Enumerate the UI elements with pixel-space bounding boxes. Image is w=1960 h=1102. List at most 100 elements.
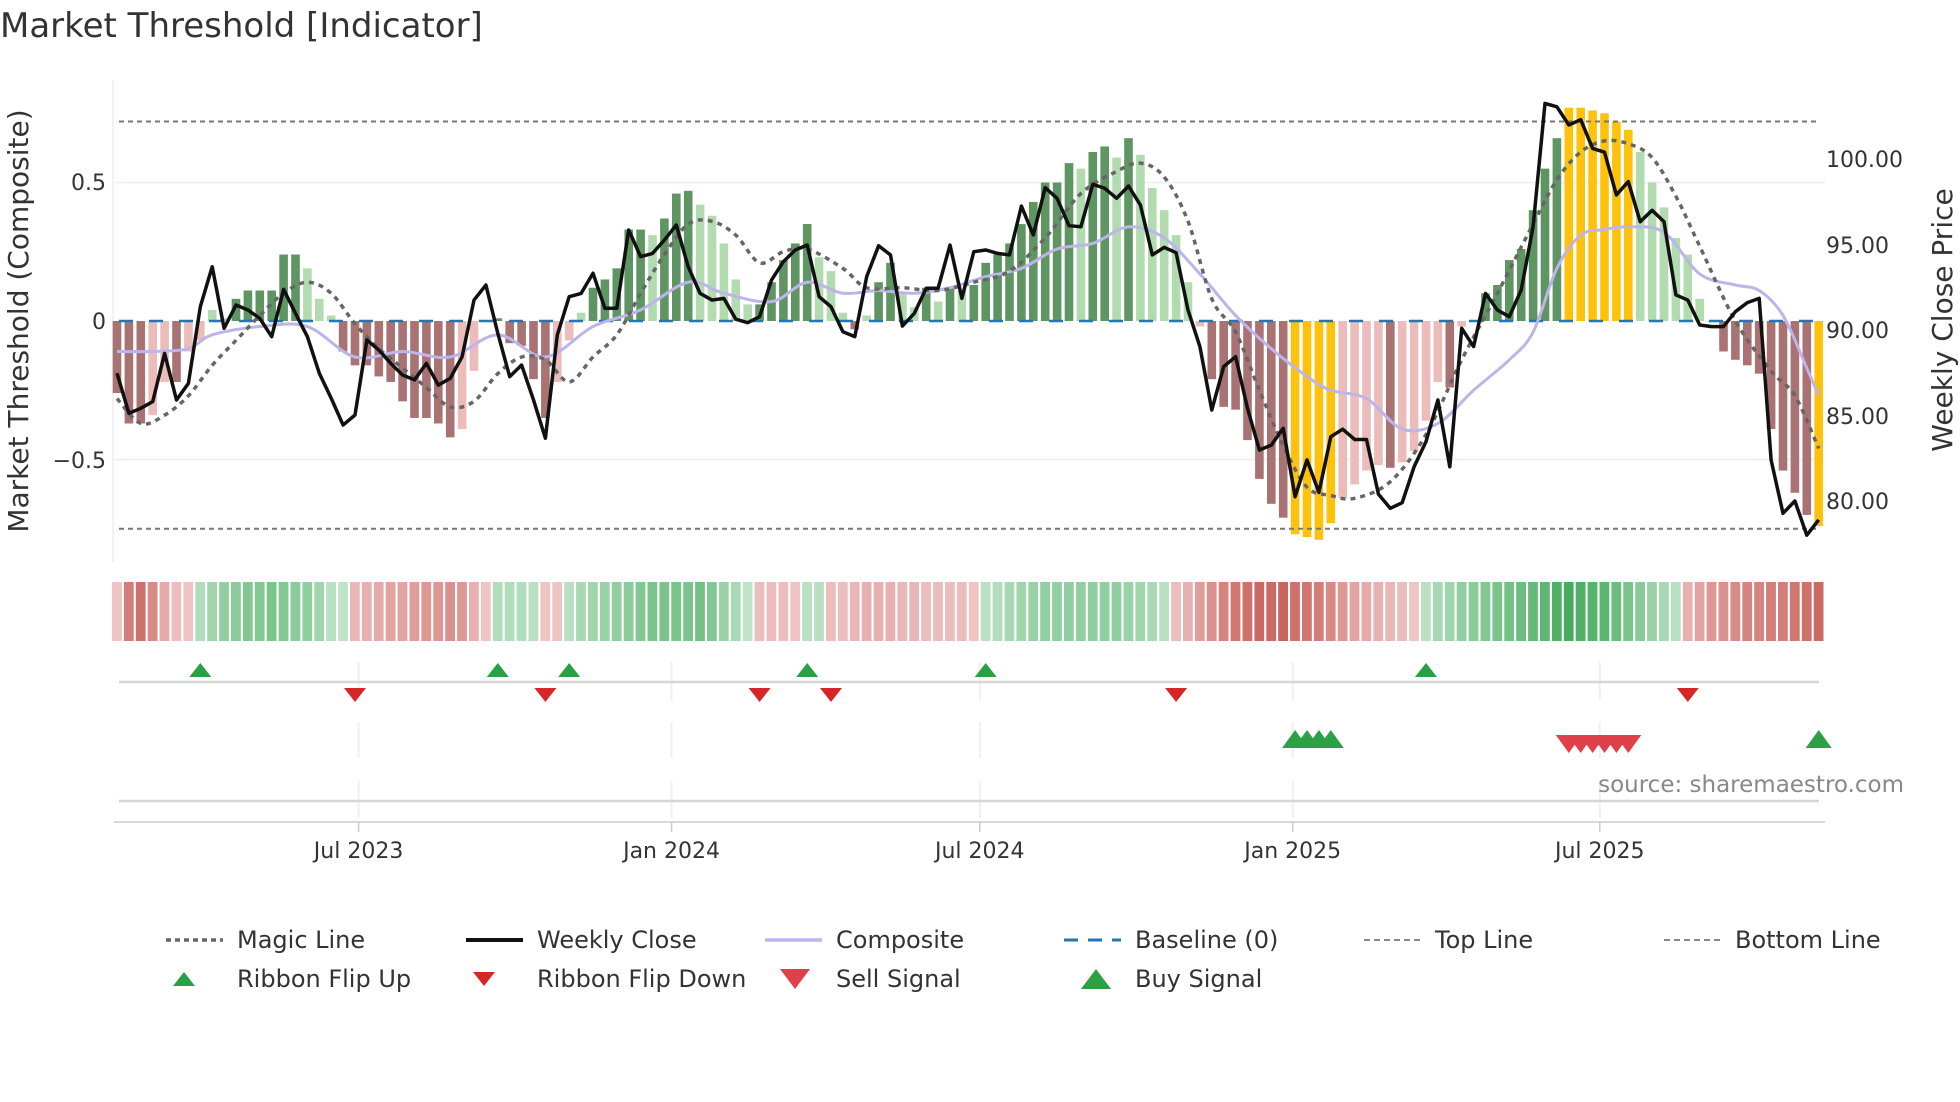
right-tick-label: 90.00: [1826, 319, 1889, 344]
composite-bar: [1255, 321, 1264, 479]
composite-bar: [1362, 321, 1371, 471]
x-tick-label: Jan 2024: [621, 839, 720, 864]
ribbon-cell: [1659, 582, 1669, 641]
triangle-up-icon: [1081, 969, 1111, 989]
ribbon-cell: [1135, 582, 1146, 641]
ribbon-cell: [1623, 582, 1634, 641]
ribbon-cell: [730, 582, 741, 641]
ribbon-cell: [1670, 582, 1681, 641]
ribbon-cell: [707, 582, 717, 641]
ribbon-cell: [1682, 582, 1693, 641]
ribbon-cell: [921, 582, 931, 641]
composite-bar: [1659, 207, 1669, 321]
composite-bar: [743, 304, 752, 321]
left-axis-label: Market Threshold (Composite): [2, 109, 35, 532]
composite-bar: [315, 298, 324, 321]
composite-bar: [1683, 254, 1693, 321]
ribbon-cell: [1551, 582, 1562, 641]
ribbon-cell: [1349, 582, 1360, 641]
ribbon-cell: [1087, 582, 1098, 641]
ribbon-cell: [112, 582, 122, 641]
legend-label: Weekly Close: [537, 926, 697, 954]
composite-bar: [1671, 237, 1681, 321]
composite-bar: [779, 260, 788, 321]
composite-bar: [1528, 210, 1538, 321]
composite-bar: [1159, 210, 1169, 321]
legend-item-ribbon-flip-down[interactable]: Ribbon Flip Down: [466, 963, 746, 995]
ribbon-cell: [1480, 582, 1491, 641]
ribbon-cell: [945, 582, 955, 641]
legend-item-ribbon-flip-up[interactable]: Ribbon Flip Up: [166, 963, 411, 995]
ribbon-cell: [635, 582, 646, 641]
ribbon-cell: [290, 582, 301, 641]
legend-item-sell-signal[interactable]: Sell Signal: [765, 963, 961, 995]
composite-bar: [1802, 321, 1812, 515]
legend-item-composite[interactable]: Composite: [765, 924, 964, 956]
buy-signal-marker: [1805, 730, 1832, 748]
reference-lines: [119, 120, 1819, 530]
ribbon-cell: [1206, 582, 1217, 641]
legend-item-top-line[interactable]: Top Line: [1364, 924, 1533, 956]
ribbon-cell: [123, 582, 134, 641]
composite-bar: [207, 309, 217, 321]
ribbon-cell: [1492, 582, 1503, 641]
legend-label: Baseline (0): [1135, 926, 1279, 954]
solid-line-icon: [466, 938, 523, 942]
composite-bar: [1005, 243, 1014, 321]
left-tick-label: 0.5: [71, 171, 106, 196]
ribbon-cell: [1599, 582, 1610, 641]
ribbon-cell: [254, 582, 265, 641]
composite-bar: [802, 224, 812, 321]
composite-bar: [124, 321, 134, 424]
ribbon-flip-down-marker: [1676, 688, 1699, 702]
ribbon-cell: [552, 582, 563, 641]
ribbon-flip-up-marker: [974, 663, 997, 677]
ribbon-cell: [457, 582, 467, 641]
composite-bar: [1267, 321, 1276, 504]
legend-item-baseline[interactable]: Baseline (0): [1064, 924, 1278, 956]
ribbon-cell: [1194, 582, 1205, 641]
ribbon-cell: [1575, 582, 1586, 641]
composite-bar: [1421, 321, 1431, 421]
composite-bar: [1064, 163, 1074, 321]
ribbon-cell: [1540, 582, 1550, 641]
composite-bar: [981, 262, 990, 321]
composite-bar: [303, 268, 312, 321]
ribbon-cell: [1159, 582, 1169, 641]
ribbon-cell: [1171, 582, 1181, 641]
composite-bar: [1326, 321, 1336, 524]
composite-bar: [636, 229, 645, 321]
ribbon-cell: [1718, 582, 1729, 641]
ribbon-cell: [564, 582, 574, 641]
composite-bar: [1386, 321, 1395, 468]
ribbon-cell: [314, 582, 325, 641]
ribbon-cell: [1183, 582, 1193, 641]
composite-bar: [291, 254, 300, 321]
legend-item-weekly-close[interactable]: Weekly Close: [466, 924, 697, 956]
ribbon-cell: [528, 582, 539, 641]
right-tick-label: 80.00: [1826, 490, 1889, 515]
composite-bar: [1564, 107, 1574, 322]
ribbon-cell: [1064, 582, 1074, 641]
composite-bar: [933, 301, 943, 321]
ribbon-cell: [1325, 582, 1336, 641]
legend-item-magic-line[interactable]: Magic Line: [166, 924, 365, 956]
composite-bar: [1409, 321, 1419, 452]
ribbon-cell: [873, 582, 884, 641]
composite-bar: [1505, 260, 1514, 321]
ribbon-cell: [540, 582, 551, 641]
legend-item-bottom-line[interactable]: Bottom Line: [1664, 924, 1881, 956]
composite-bar: [1493, 284, 1502, 321]
composite-bar: [957, 290, 967, 321]
ribbon-cell: [1468, 582, 1479, 641]
ribbon-cell: [766, 582, 777, 641]
ribbon-cell: [956, 582, 967, 641]
composite-bar: [1052, 182, 1062, 321]
ribbon-cell: [219, 582, 229, 641]
ribbon-cell: [1373, 582, 1384, 641]
legend-item-buy-signal[interactable]: Buy Signal: [1064, 963, 1262, 995]
ribbon-cell: [671, 582, 682, 641]
composite-bar: [1754, 321, 1764, 374]
ribbon-cell: [1421, 582, 1431, 641]
